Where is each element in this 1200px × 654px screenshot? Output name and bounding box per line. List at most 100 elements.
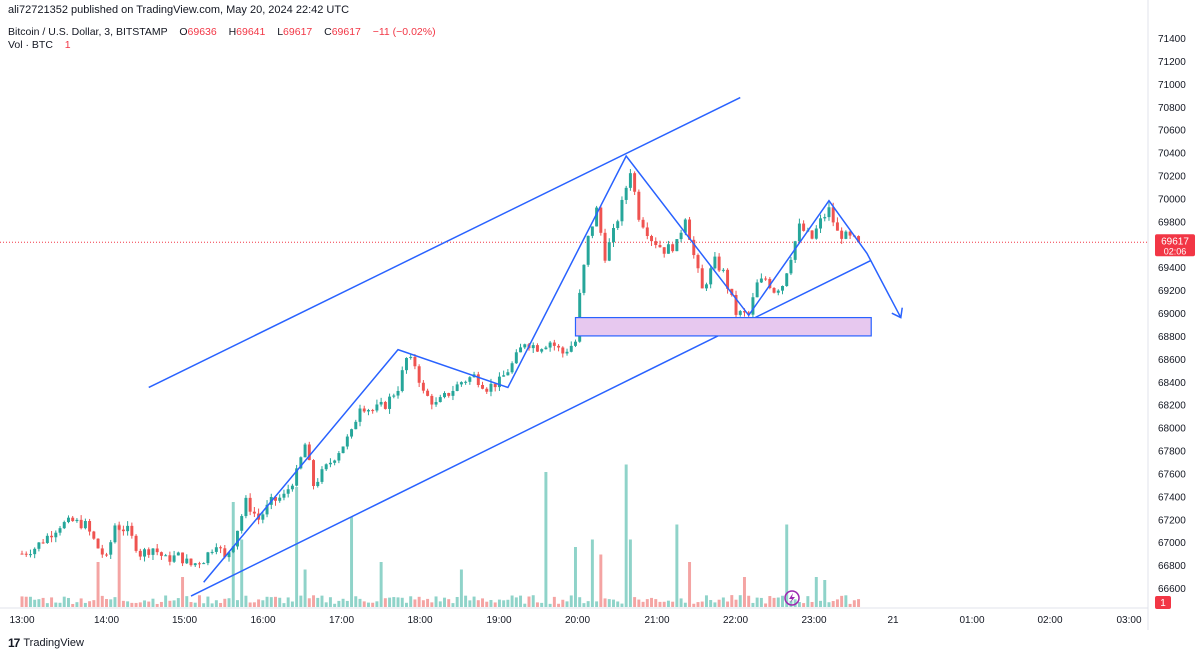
volume-bar: [130, 602, 134, 607]
price-tick-label: 70600: [1158, 126, 1186, 137]
lightning-bolt-icon: [789, 593, 795, 603]
candle-body: [730, 288, 734, 295]
volume-bar: [502, 600, 506, 607]
volume-bar: [417, 596, 421, 607]
volume-bar: [764, 603, 768, 607]
volume-bar: [354, 596, 358, 607]
candle-body: [535, 345, 539, 352]
volume-bar: [472, 596, 476, 607]
candle-body: [83, 521, 87, 529]
candle-body: [637, 191, 641, 220]
volume-bar: [282, 603, 286, 607]
volume-bar: [679, 598, 683, 607]
candle-body: [117, 525, 121, 530]
candle-body: [721, 269, 725, 271]
volume-bar: [785, 524, 789, 607]
volume-bar: [358, 598, 362, 607]
candle-body: [468, 377, 472, 382]
low-value: 69617: [283, 26, 313, 38]
candle-body: [793, 241, 797, 260]
volume-bar: [447, 599, 451, 607]
volume-label[interactable]: Vol · BTC: [8, 39, 53, 51]
volume-bar: [443, 597, 446, 607]
volume-bar: [50, 597, 54, 607]
candle-body: [582, 264, 586, 293]
volume-bar: [476, 600, 480, 607]
candle-body: [75, 519, 79, 522]
volume-bar: [168, 600, 172, 607]
price-tick-label: 67400: [1158, 492, 1186, 503]
volume-bar: [426, 598, 430, 607]
volume-bar: [599, 554, 603, 607]
candle-body: [616, 221, 620, 228]
price-tick-label: 68600: [1158, 355, 1186, 366]
volume-bar: [751, 602, 755, 607]
candle-body: [375, 404, 379, 411]
candle-body: [252, 511, 256, 514]
candle-body: [650, 235, 654, 242]
volume-bar: [24, 596, 28, 607]
candle-body: [789, 259, 793, 274]
candle-body: [214, 547, 218, 552]
candle-body: [738, 311, 742, 315]
drawings[interactable]: [148, 96, 903, 597]
open-label: O: [179, 26, 188, 38]
candle-body: [645, 227, 649, 236]
volume-bar: [561, 599, 565, 607]
volume-bar: [126, 601, 130, 607]
volume-bar: [510, 595, 514, 607]
volume-bar: [852, 600, 856, 607]
candle-body: [447, 393, 451, 396]
candle-body: [20, 553, 24, 555]
candle-body: [185, 558, 189, 564]
candle-body: [540, 349, 544, 352]
candle-body: [33, 548, 37, 555]
candle-body: [776, 290, 780, 293]
volume-bar: [497, 599, 501, 607]
volume-bar: [814, 577, 818, 607]
candle-body: [451, 390, 455, 396]
candle-body: [45, 535, 49, 543]
candle-body: [506, 372, 510, 376]
symbol-title[interactable]: Bitcoin / U.S. Dollar, 3, BITSTAMP: [8, 26, 168, 38]
candle-body: [493, 383, 497, 388]
candle-body: [590, 226, 594, 236]
volume-bar: [616, 601, 620, 607]
time-tick-label: 01:00: [959, 615, 984, 626]
candle-body: [481, 384, 485, 389]
volume-bar: [223, 598, 227, 607]
support-zone: [574, 316, 872, 337]
volume-bar: [113, 597, 117, 607]
volume-bar: [219, 602, 223, 607]
candle-body: [662, 247, 666, 254]
candle-body: [612, 227, 615, 243]
volume-bar: [527, 596, 531, 607]
candle-body: [100, 548, 104, 555]
volume-bar: [688, 562, 692, 607]
candle-body: [654, 241, 658, 246]
price-tick-label: 67600: [1158, 469, 1186, 480]
volume-bar: [806, 596, 810, 607]
volume-bar: [79, 598, 83, 607]
candle-body: [485, 388, 489, 392]
candle-body: [126, 525, 130, 532]
candle-body: [282, 493, 286, 498]
volume-bar: [565, 601, 569, 607]
candle-body: [810, 230, 814, 239]
time-tick-label: 15:00: [172, 615, 197, 626]
volume-bar: [189, 602, 193, 607]
candle-body: [620, 199, 624, 222]
brand-name[interactable]: TradingView: [23, 637, 84, 649]
volume-bar: [307, 598, 311, 607]
volume-bar: [371, 602, 375, 607]
candle-body: [312, 460, 316, 487]
tradingview-logo-icon[interactable]: 17: [8, 636, 20, 650]
volume-bar: [409, 596, 413, 607]
candle-body: [109, 542, 113, 555]
volume-bar: [88, 601, 92, 607]
volume-bar: [726, 601, 730, 607]
candle-body: [113, 525, 117, 543]
last-price-label: 69617: [1161, 236, 1189, 247]
volume-bar: [671, 601, 675, 607]
